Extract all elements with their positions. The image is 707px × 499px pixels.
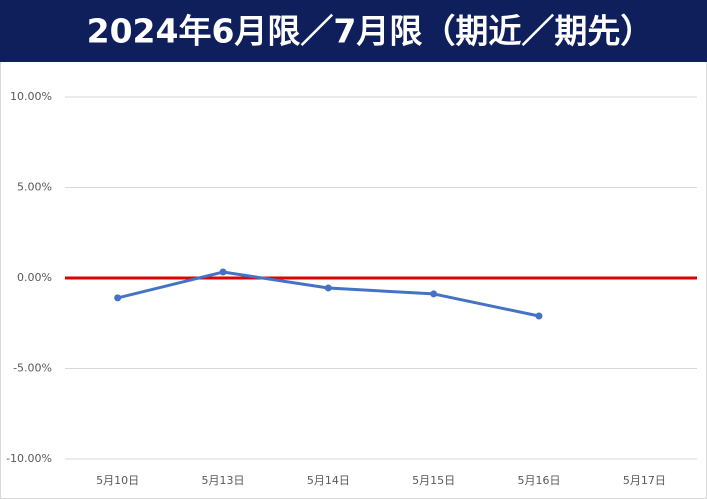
y-tick-label: -5.00% (13, 362, 52, 375)
data-point (324, 284, 332, 292)
x-tick-label: 5月13日 (202, 474, 245, 487)
data-point (535, 312, 543, 320)
x-tick-label: 5月15日 (412, 474, 455, 487)
y-tick-label: -10.00% (6, 452, 52, 465)
data-point (219, 268, 227, 276)
x-tick-label: 5月17日 (623, 474, 666, 487)
chart-title: 2024年6月限／7月限（期近／期先） (87, 12, 654, 51)
x-tick-label: 5月10日 (96, 474, 139, 487)
data-point (430, 290, 438, 298)
y-tick-label: 5.00% (17, 181, 52, 194)
y-tick-label: 10.00% (10, 90, 52, 103)
x-tick-label: 5月16日 (518, 474, 561, 487)
y-tick-label: 0.00% (17, 271, 52, 284)
data-point (114, 294, 122, 302)
x-tick-label: 5月14日 (307, 474, 350, 487)
title-banner (0, 0, 707, 62)
